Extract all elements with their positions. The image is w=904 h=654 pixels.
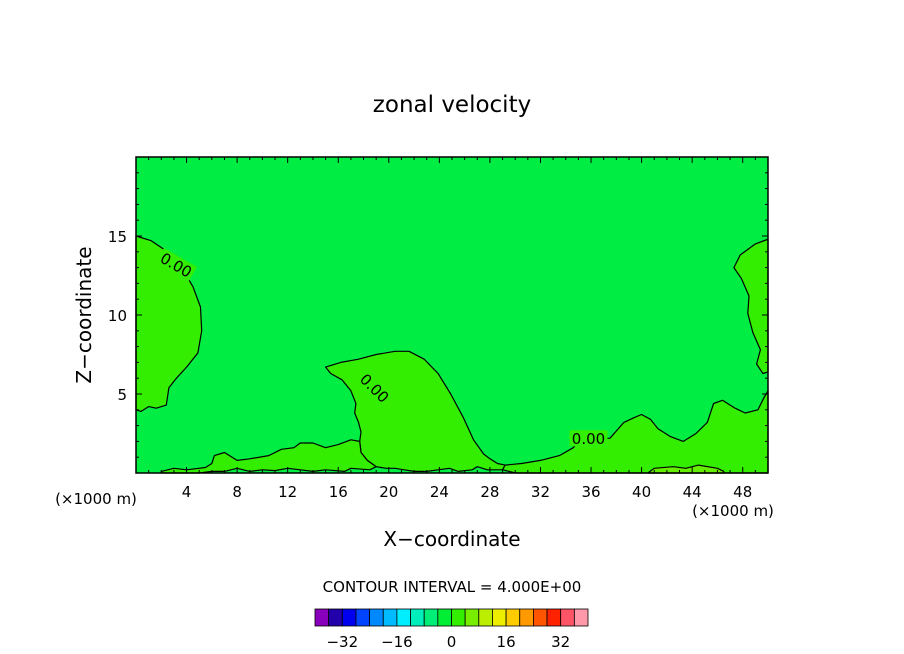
colorbar-swatch xyxy=(478,608,493,627)
contour-label-background xyxy=(355,368,394,407)
x-tick-label: 12 xyxy=(278,483,297,501)
colorbar-swatch xyxy=(560,608,575,627)
colorbar-swatch xyxy=(451,608,466,627)
colorbar-swatch xyxy=(369,608,384,627)
x-tick-label: 20 xyxy=(379,483,398,501)
colorbar-swatch xyxy=(464,608,480,627)
colorbar-tick-label: 32 xyxy=(551,633,570,651)
y-tick-labels: 5 10 15 xyxy=(108,228,127,404)
colorbar-tick-label: 0 xyxy=(447,633,457,651)
colorbar-swatch xyxy=(573,608,589,627)
x-unit-left: (×1000 m) xyxy=(55,490,137,508)
x-tick-label: 8 xyxy=(232,483,242,501)
y-tick-label: 10 xyxy=(108,307,127,325)
colorbar-swatch xyxy=(341,608,357,627)
x-tick-label: 24 xyxy=(430,483,449,501)
colorbar-swatch xyxy=(505,608,521,627)
y-axis-label: Z−coordinate xyxy=(72,246,96,383)
colorbar-swatch xyxy=(410,608,425,627)
colorbar-swatch xyxy=(519,608,534,627)
y-tick-label: 15 xyxy=(108,228,127,246)
x-tick-label: 28 xyxy=(480,483,499,501)
contour-label-background xyxy=(569,430,608,447)
x-tick-label: 48 xyxy=(733,483,752,501)
x-tick-label: 16 xyxy=(329,483,348,501)
colorbar-tick-label: −16 xyxy=(381,633,413,651)
x-tick-labels: 4 8 12 16 20 24 28 32 36 40 44 48 xyxy=(182,483,752,501)
contour-label-text: 0.00 xyxy=(572,430,605,448)
colorbar-swatch xyxy=(396,608,411,627)
contour-label-3: 0.00 xyxy=(569,430,608,448)
colorbar-swatch xyxy=(314,608,330,627)
colorbar-tick-label: 16 xyxy=(497,633,516,651)
colorbar-swatch xyxy=(423,608,439,627)
x-axis-label: X−coordinate xyxy=(383,527,520,551)
x-tick-label: 32 xyxy=(531,483,550,501)
colorbar-tick-labels: −32 −16 0 16 32 xyxy=(326,633,570,651)
colorbar-swatch xyxy=(355,608,371,627)
contour-label-background xyxy=(155,248,197,281)
x-tick-label: 36 xyxy=(581,483,600,501)
colorbar-tick-label: −32 xyxy=(326,633,358,651)
colorbar-swatch xyxy=(533,608,548,627)
y-tick-label: 5 xyxy=(117,386,127,404)
contour-interval-text: CONTOUR INTERVAL = 4.000E+00 xyxy=(323,578,582,596)
colorbar-swatch xyxy=(546,608,562,627)
colorbar-swatch xyxy=(492,608,507,627)
contour-region-3 xyxy=(733,238,769,375)
plot-area: 0.000.000.00 xyxy=(135,156,769,474)
colorbar-swatch xyxy=(382,608,398,627)
x-tick-label: 44 xyxy=(683,483,702,501)
colorbar xyxy=(314,608,589,627)
colorbar-swatch xyxy=(437,608,452,627)
x-tick-label: 40 xyxy=(632,483,651,501)
x-unit-right: (×1000 m) xyxy=(692,502,774,520)
chart-title: zonal velocity xyxy=(373,92,531,118)
colorbar-swatch xyxy=(328,608,343,627)
x-tick-label: 4 xyxy=(182,483,192,501)
